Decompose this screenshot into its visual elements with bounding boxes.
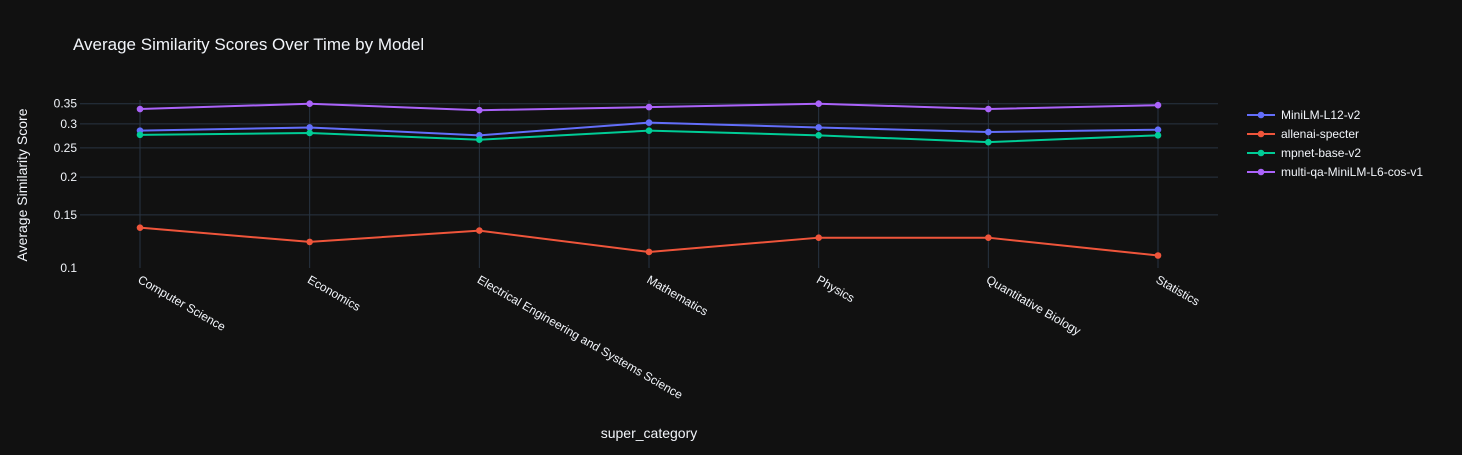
data-point[interactable]	[1154, 252, 1162, 259]
grid	[80, 100, 1218, 268]
x-axis-title: super_category	[601, 425, 698, 441]
y-tick-label: 0.2	[60, 170, 77, 184]
legend-item[interactable]: mpnet-base-v2	[1247, 146, 1361, 160]
y-tick-label: 0.25	[54, 141, 78, 155]
data-point[interactable]	[476, 227, 483, 234]
y-axis-title: Average Similarity Score	[14, 108, 30, 261]
series-layer	[136, 100, 1162, 259]
legend-marker-icon	[1257, 130, 1265, 138]
data-point[interactable]	[815, 124, 822, 131]
legend-label: multi-qa-MiniLM-L6-cos-v1	[1281, 165, 1423, 179]
data-point[interactable]	[985, 234, 992, 241]
legend-label: mpnet-base-v2	[1281, 146, 1361, 160]
data-point[interactable]	[476, 136, 483, 143]
data-point[interactable]	[815, 100, 822, 107]
chart-title: Average Similarity Scores Over Time by M…	[73, 35, 424, 54]
legend[interactable]: MiniLM-L12-v2 allenai-specter mpnet-base-v…	[1247, 108, 1423, 179]
data-point[interactable]	[645, 119, 653, 126]
legend-label: MiniLM-L12-v2	[1281, 108, 1361, 122]
data-point[interactable]	[815, 234, 822, 241]
data-point[interactable]	[306, 124, 313, 131]
data-point[interactable]	[815, 132, 822, 139]
y-tick-label: 0.3	[60, 117, 77, 131]
y-tick-label: 0.1	[60, 261, 77, 275]
data-point[interactable]	[985, 138, 992, 146]
legend-item[interactable]: MiniLM-L12-v2	[1247, 108, 1361, 122]
data-point[interactable]	[985, 128, 992, 136]
legend-marker-icon	[1257, 168, 1265, 176]
data-point[interactable]	[985, 105, 992, 113]
data-point[interactable]	[306, 238, 313, 246]
legend-marker-icon	[1257, 111, 1265, 119]
data-point[interactable]	[1154, 132, 1162, 139]
data-point[interactable]	[1154, 126, 1162, 134]
y-axis-ticks: 0.1 0.15 0.2 0.25 0.3 0.35	[54, 97, 78, 275]
data-point[interactable]	[1154, 101, 1162, 109]
data-point[interactable]	[306, 100, 313, 107]
legend-item[interactable]: allenai-specter	[1247, 127, 1359, 141]
y-tick-label: 0.35	[54, 97, 78, 111]
data-point[interactable]	[306, 129, 313, 137]
data-point[interactable]	[645, 248, 653, 256]
data-point[interactable]	[645, 127, 653, 134]
data-point[interactable]	[136, 224, 144, 231]
legend-label: allenai-specter	[1281, 127, 1359, 141]
data-point[interactable]	[136, 131, 144, 139]
legend-marker-icon	[1257, 149, 1265, 157]
data-point[interactable]	[645, 103, 653, 111]
y-tick-label: 0.15	[54, 208, 78, 222]
data-point[interactable]	[136, 105, 144, 113]
legend-item[interactable]: multi-qa-MiniLM-L6-cos-v1	[1247, 165, 1423, 179]
data-point[interactable]	[476, 106, 483, 114]
